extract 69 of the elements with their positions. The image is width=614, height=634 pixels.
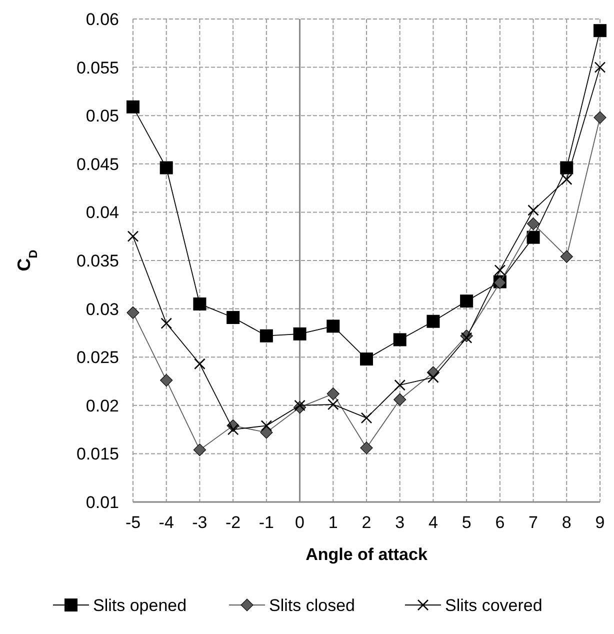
- y-tick-label: 0.05: [86, 106, 119, 126]
- point: [560, 174, 572, 186]
- y-tick-label: 0.055: [76, 58, 119, 78]
- x-tick-label: -5: [125, 513, 141, 532]
- point: [460, 294, 474, 308]
- point: [594, 24, 606, 38]
- point: [127, 230, 139, 242]
- x-axis-title: Angle of attack: [306, 545, 428, 564]
- legend-label: Slits closed: [269, 596, 355, 615]
- x-tick-label: -3: [192, 513, 208, 532]
- y-tick-label: 0.015: [76, 444, 119, 464]
- x-tick-label: 9: [595, 513, 605, 532]
- point: [360, 352, 373, 366]
- point: [126, 306, 140, 319]
- x-tick-label: 8: [562, 513, 572, 532]
- point: [294, 400, 306, 412]
- point: [394, 379, 406, 391]
- point: [426, 314, 440, 328]
- point: [193, 297, 206, 310]
- y-tick-label: 0.03: [86, 300, 119, 319]
- x-tick-label: -4: [158, 513, 174, 532]
- point: [594, 62, 606, 73]
- point: [293, 327, 306, 340]
- point: [526, 217, 540, 230]
- point: [394, 393, 406, 406]
- point: [393, 333, 406, 346]
- point: [227, 424, 239, 436]
- point: [594, 111, 606, 124]
- point: [260, 329, 273, 342]
- point: [460, 332, 472, 344]
- x-tick-label: 2: [362, 513, 372, 532]
- x-tick-label: 6: [495, 513, 505, 532]
- point: [160, 374, 173, 387]
- point: [126, 100, 140, 114]
- x-tick-label: 5: [462, 513, 472, 532]
- point: [160, 161, 173, 174]
- point: [326, 388, 340, 400]
- legend-label: Slits covered: [445, 596, 542, 615]
- point: [327, 398, 339, 410]
- point: [326, 320, 340, 333]
- y-tick-label: 0.035: [76, 251, 119, 270]
- x-tick-label: -2: [226, 513, 241, 532]
- legend-label: Slits opened: [93, 596, 187, 615]
- point: [494, 264, 506, 276]
- y-tick-label: 0.02: [86, 396, 119, 416]
- x-tick-label: -1: [258, 513, 274, 532]
- y-tick-label: 0.06: [86, 10, 119, 29]
- point: [428, 372, 439, 384]
- point: [526, 230, 540, 244]
- x-tick-label: 3: [395, 513, 405, 532]
- point: [260, 420, 272, 432]
- point: [193, 444, 206, 456]
- point: [360, 442, 373, 454]
- y-tick-label: 0.045: [76, 154, 119, 174]
- point: [226, 310, 240, 324]
- point: [560, 250, 573, 263]
- x-tick-label: 7: [528, 513, 538, 532]
- point: [360, 412, 372, 424]
- y-tick-label: 0.04: [86, 203, 119, 222]
- point: [528, 204, 539, 216]
- point: [194, 358, 206, 370]
- point: [260, 426, 273, 439]
- y-tick-label: 0.025: [76, 348, 119, 368]
- x-tick-label: 1: [328, 513, 338, 532]
- point: [560, 161, 574, 174]
- x-tick-label: 4: [428, 513, 438, 532]
- point: [160, 318, 172, 329]
- y-tick-label: 0.01: [86, 492, 119, 512]
- x-tick-label: 0: [295, 513, 305, 532]
